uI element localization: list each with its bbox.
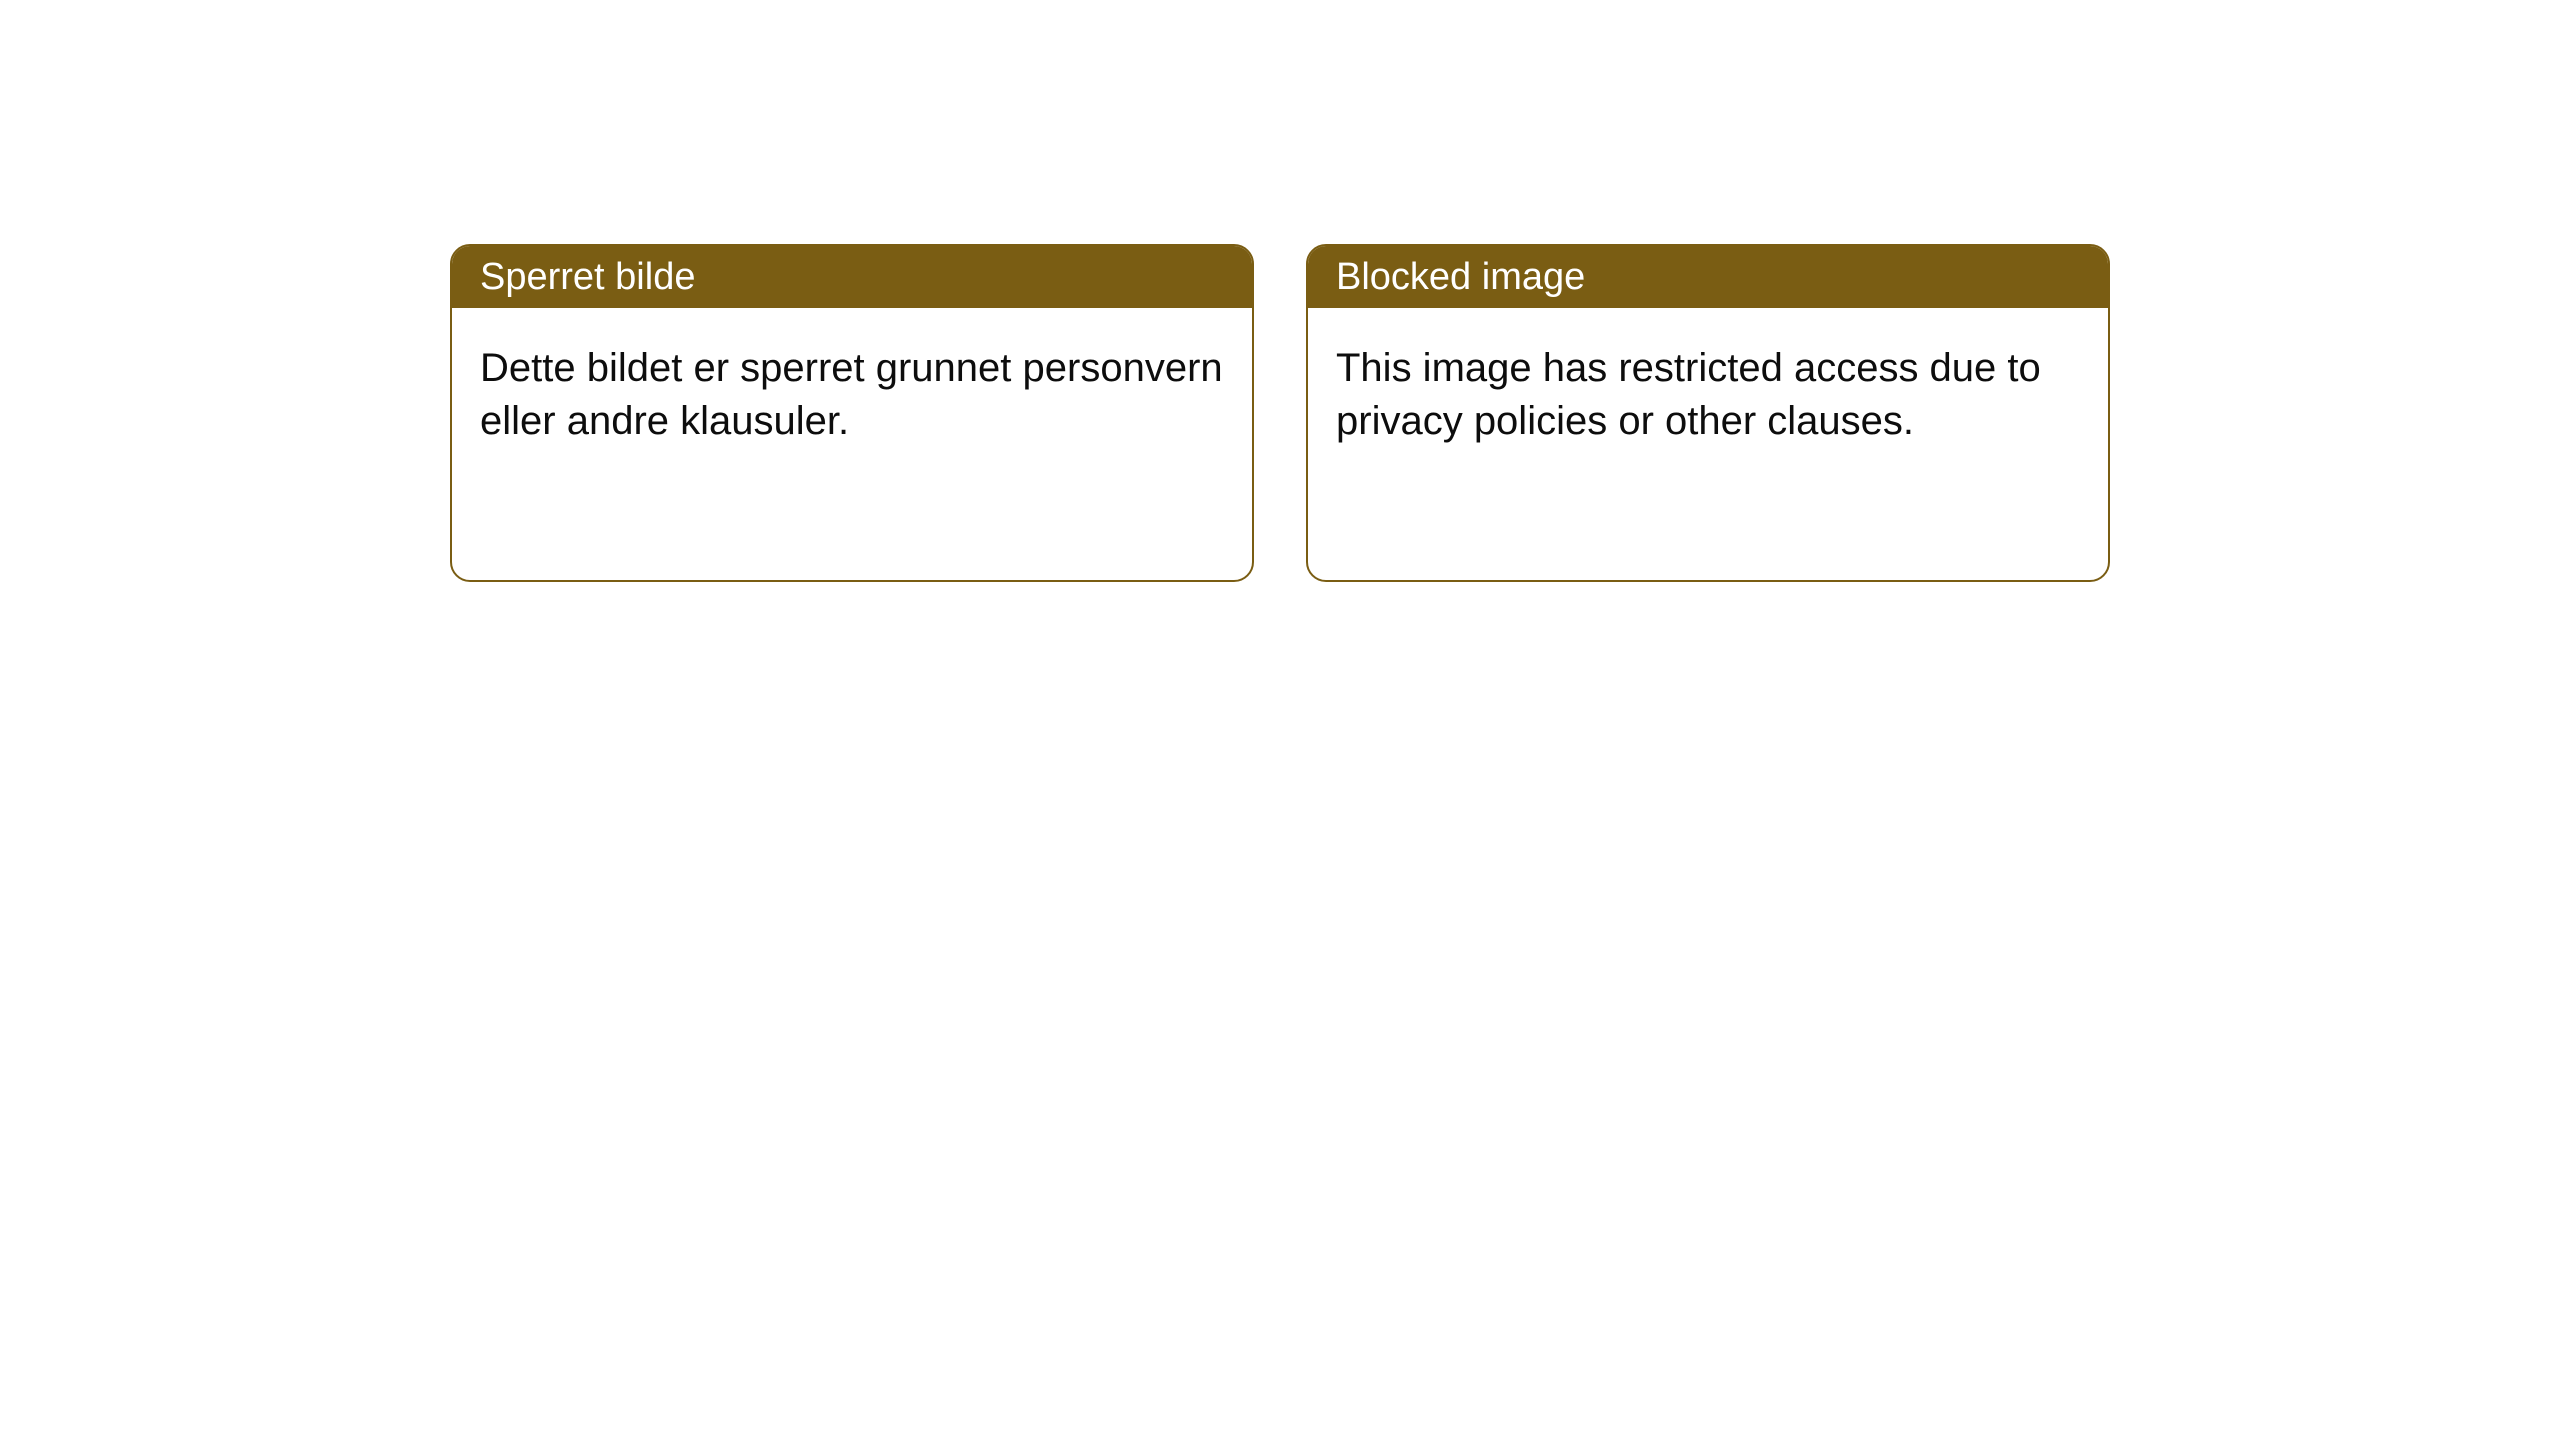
notice-title-norwegian: Sperret bilde [452,246,1252,308]
notice-body-norwegian: Dette bildet er sperret grunnet personve… [452,308,1252,482]
notice-card-english: Blocked image This image has restricted … [1306,244,2110,582]
notice-container: Sperret bilde Dette bildet er sperret gr… [450,244,2110,582]
notice-card-norwegian: Sperret bilde Dette bildet er sperret gr… [450,244,1254,582]
notice-body-english: This image has restricted access due to … [1308,308,2108,482]
notice-title-english: Blocked image [1308,246,2108,308]
